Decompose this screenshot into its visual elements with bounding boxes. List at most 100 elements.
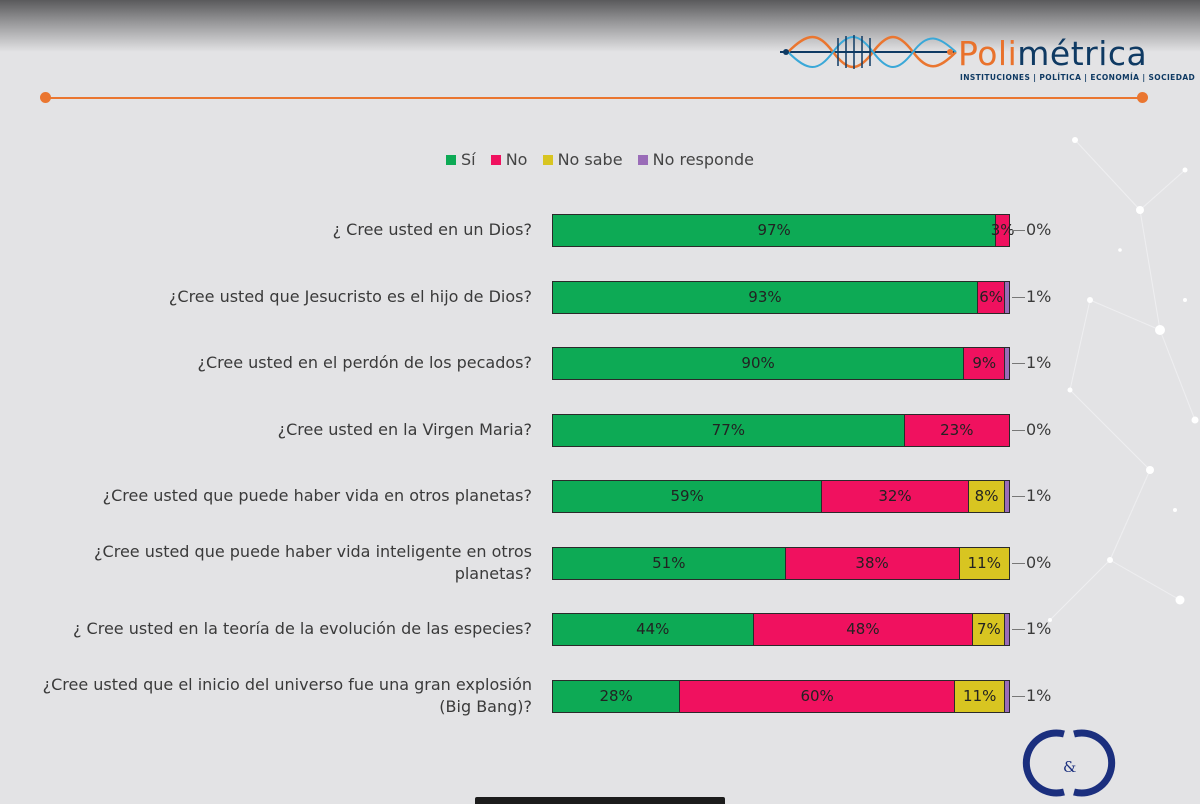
leader-line	[1012, 430, 1025, 431]
bar-segment-si: 51%	[552, 546, 786, 580]
chart-legend: Sí No No sabe No responde	[0, 150, 1200, 169]
leader-line	[1012, 563, 1025, 564]
bar-row: 90% 9%	[552, 346, 1010, 380]
leader-line	[1012, 629, 1025, 630]
bar-row: 28% 60% 11%	[552, 679, 1010, 713]
divider-line	[45, 97, 1143, 99]
bar-segment-no: 48%	[753, 612, 974, 646]
leader-line	[1012, 363, 1025, 364]
legend-swatch-no-responde	[637, 155, 648, 165]
bar-segment-no-sabe: 8%	[968, 479, 1006, 513]
bar-segment-no: 6%	[977, 280, 1006, 314]
no-responde-value-label: 0%	[1026, 420, 1052, 439]
no-responde-value-label: 0%	[1026, 220, 1052, 239]
question-label: ¿Cree usted en el perdón de los pecados?	[197, 353, 532, 372]
no-responde-value-label: 1%	[1026, 353, 1052, 372]
bar-value-label: 97%	[757, 221, 791, 239]
bar-segment-no-sabe: 7%	[973, 612, 1006, 646]
legend-label-no-responde: No responde	[652, 150, 754, 169]
legend-item-si: Sí	[446, 150, 476, 169]
svg-text:&: &	[1063, 758, 1076, 776]
bar-segment-no-sabe: 11%	[955, 679, 1006, 713]
bar-value-label: 11%	[963, 687, 997, 705]
bar-segment-no-responde	[1005, 280, 1010, 314]
bar-segment-si: 93%	[552, 280, 978, 314]
brand-name: Polimétrica	[958, 34, 1147, 73]
bar-value-label: 6%	[979, 288, 1004, 306]
bar-segment-no: 3%	[991, 213, 1015, 247]
question-label: ¿Cree usted que el inicio del universo f…	[42, 675, 532, 716]
question-label: ¿Cree usted que puede haber vida intelig…	[94, 542, 532, 583]
bar-segment-si: 44%	[552, 612, 754, 646]
bar-segment-no: 32%	[822, 479, 969, 513]
legend-label-si: Sí	[461, 150, 476, 169]
legend-item-no-responde: No responde	[637, 150, 754, 169]
legend-label-no-sabe: No sabe	[557, 150, 623, 169]
bar-row: 93% 6%	[552, 280, 1010, 314]
brand-tagline: INSTITUCIONES | POLÍTICA | ECONOMÍA | SO…	[960, 73, 1196, 82]
bar-segment-no: 38%	[785, 546, 960, 580]
bar-row: 97% 3%	[552, 213, 1015, 247]
question-label: ¿ Cree usted en un Dios?	[332, 220, 532, 239]
bottom-bar	[475, 797, 725, 804]
bar-value-label: 93%	[748, 288, 782, 306]
bar-value-label: 28%	[599, 687, 633, 705]
bar-row: 51% 38% 11%	[552, 546, 1010, 580]
bar-value-label: 90%	[741, 354, 775, 372]
bar-value-label: 7%	[976, 620, 1001, 638]
no-responde-value-label: 0%	[1026, 553, 1052, 572]
leader-line	[1012, 297, 1025, 298]
leader-line	[1012, 230, 1025, 231]
bar-value-label: 8%	[974, 487, 999, 505]
no-responde-value-label: 1%	[1026, 486, 1052, 505]
bar-value-label: 9%	[972, 354, 997, 372]
bar-segment-si: 28%	[552, 679, 681, 713]
bar-value-label: 32%	[878, 487, 912, 505]
bar-value-label: 77%	[711, 421, 745, 439]
bar-value-label: 11%	[967, 554, 1001, 572]
bar-value-label: 48%	[846, 620, 880, 638]
bar-value-label: 59%	[670, 487, 704, 505]
legend-label-no: No	[505, 150, 528, 169]
legend-swatch-si	[446, 155, 456, 165]
top-shade	[0, 0, 1200, 52]
bar-segment-no-responde	[1005, 479, 1010, 513]
legend-swatch-no-sabe	[542, 155, 553, 165]
bar-segment-si: 97%	[552, 213, 997, 247]
logo-wave-icon	[780, 35, 957, 69]
bar-value-label: 51%	[652, 554, 686, 572]
bar-segment-no-responde	[1005, 346, 1010, 380]
bar-value-label: 3%	[990, 221, 1015, 239]
bar-segment-no-responde	[1005, 679, 1010, 713]
no-responde-value-label: 1%	[1026, 619, 1052, 638]
bar-segment-no-sabe: 11%	[959, 546, 1010, 580]
question-label: ¿Cree usted que Jesucristo es el hijo de…	[168, 287, 532, 306]
bar-segment-si: 77%	[552, 413, 905, 447]
legend-item-no-sabe: No sabe	[542, 150, 623, 169]
no-responde-value-label: 1%	[1026, 686, 1052, 705]
bar-value-label: 44%	[636, 620, 670, 638]
bar-value-label: 23%	[940, 421, 974, 439]
brand-name-main: métrica	[1017, 34, 1148, 73]
brand-name-accent: Poli	[958, 34, 1018, 73]
question-label: ¿Cree usted en la Virgen Maria?	[277, 420, 532, 439]
bar-segment-no: 60%	[680, 679, 956, 713]
bar-segment-no-responde	[1005, 612, 1010, 646]
bar-row: 77% 23%	[552, 413, 1010, 447]
bar-segment-no: 23%	[904, 413, 1010, 447]
cc-logo: &	[1022, 729, 1116, 797]
bar-value-label: 38%	[855, 554, 889, 572]
bar-row: 44% 48% 7%	[552, 612, 1010, 646]
legend-swatch-no	[490, 155, 501, 165]
legend-item-no: No	[490, 150, 528, 169]
bar-segment-si: 59%	[552, 479, 823, 513]
divider-dot-left	[40, 92, 51, 103]
bar-segment-no: 9%	[964, 346, 1006, 380]
bar-row: 59% 32% 8%	[552, 479, 1010, 513]
question-label: ¿ Cree usted en la teoría de la evolució…	[72, 619, 532, 638]
question-label: ¿Cree usted que puede haber vida en otro…	[102, 486, 532, 505]
leader-line	[1012, 696, 1025, 697]
leader-line	[1012, 496, 1025, 497]
divider-dot-right	[1137, 92, 1148, 103]
